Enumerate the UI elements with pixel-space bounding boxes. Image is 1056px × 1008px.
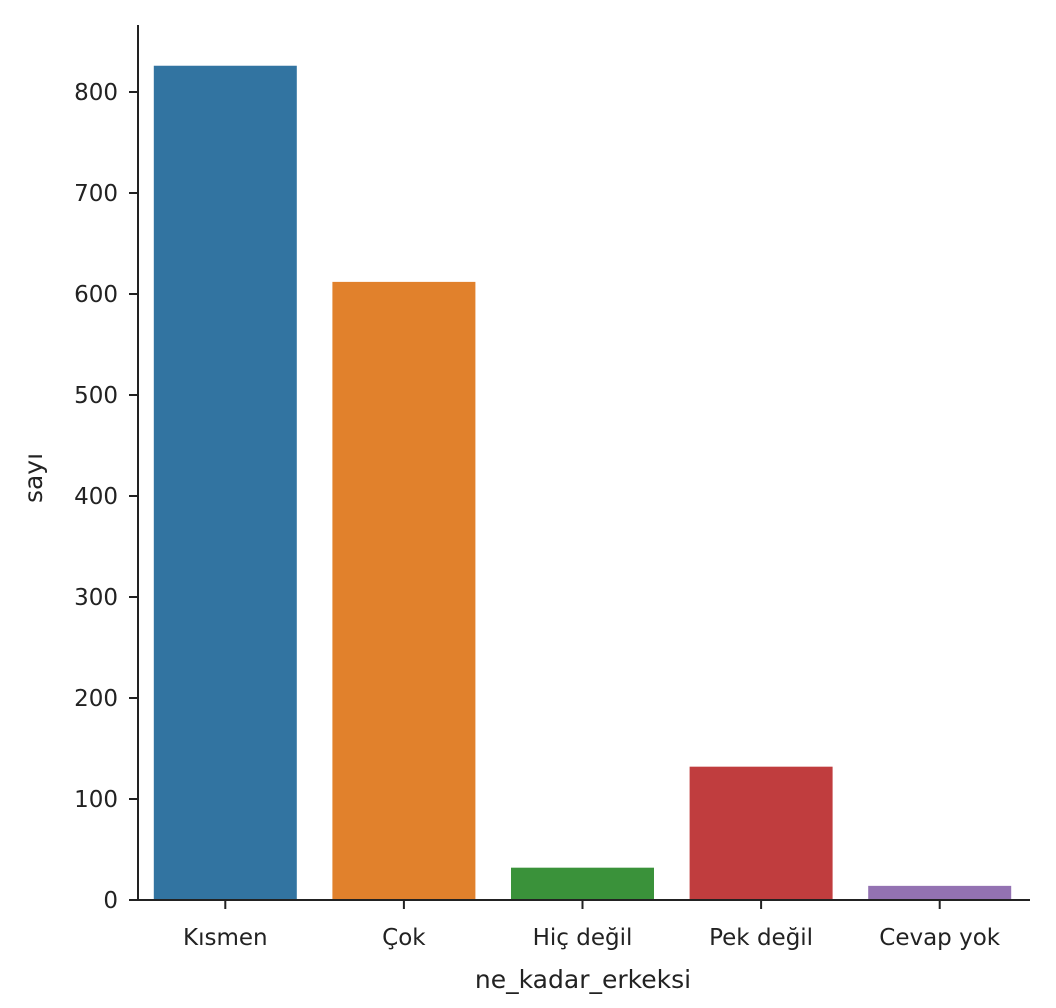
y-axis-label: sayı bbox=[19, 453, 48, 503]
x-tick-label: Hiç değil bbox=[533, 925, 633, 951]
bar-3 bbox=[689, 766, 833, 900]
bar-2 bbox=[511, 867, 654, 900]
x-tick-label: Kısmen bbox=[183, 925, 268, 951]
y-tick-label: 500 bbox=[74, 383, 118, 409]
y-tick-label: 300 bbox=[74, 585, 118, 611]
bar-4 bbox=[868, 885, 1012, 900]
bar-1 bbox=[332, 281, 476, 900]
y-tick-label: 700 bbox=[74, 181, 118, 207]
x-tick-label: Pek değil bbox=[709, 925, 813, 951]
y-tick-label: 600 bbox=[74, 282, 118, 308]
bar-0 bbox=[153, 65, 297, 901]
y-tick-label: 100 bbox=[74, 787, 118, 813]
y-tick-label: 400 bbox=[74, 484, 118, 510]
x-tick-label: Cevap yok bbox=[879, 925, 1001, 951]
y-tick-label: 800 bbox=[74, 80, 118, 106]
y-tick-label: 200 bbox=[74, 686, 118, 712]
x-tick-label: Çok bbox=[382, 925, 426, 951]
y-tick-label: 0 bbox=[103, 888, 118, 914]
x-axis-label: ne_kadar_erkeksi bbox=[475, 965, 691, 994]
